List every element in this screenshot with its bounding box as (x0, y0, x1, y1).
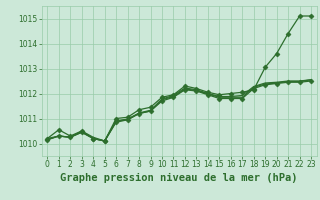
X-axis label: Graphe pression niveau de la mer (hPa): Graphe pression niveau de la mer (hPa) (60, 173, 298, 183)
